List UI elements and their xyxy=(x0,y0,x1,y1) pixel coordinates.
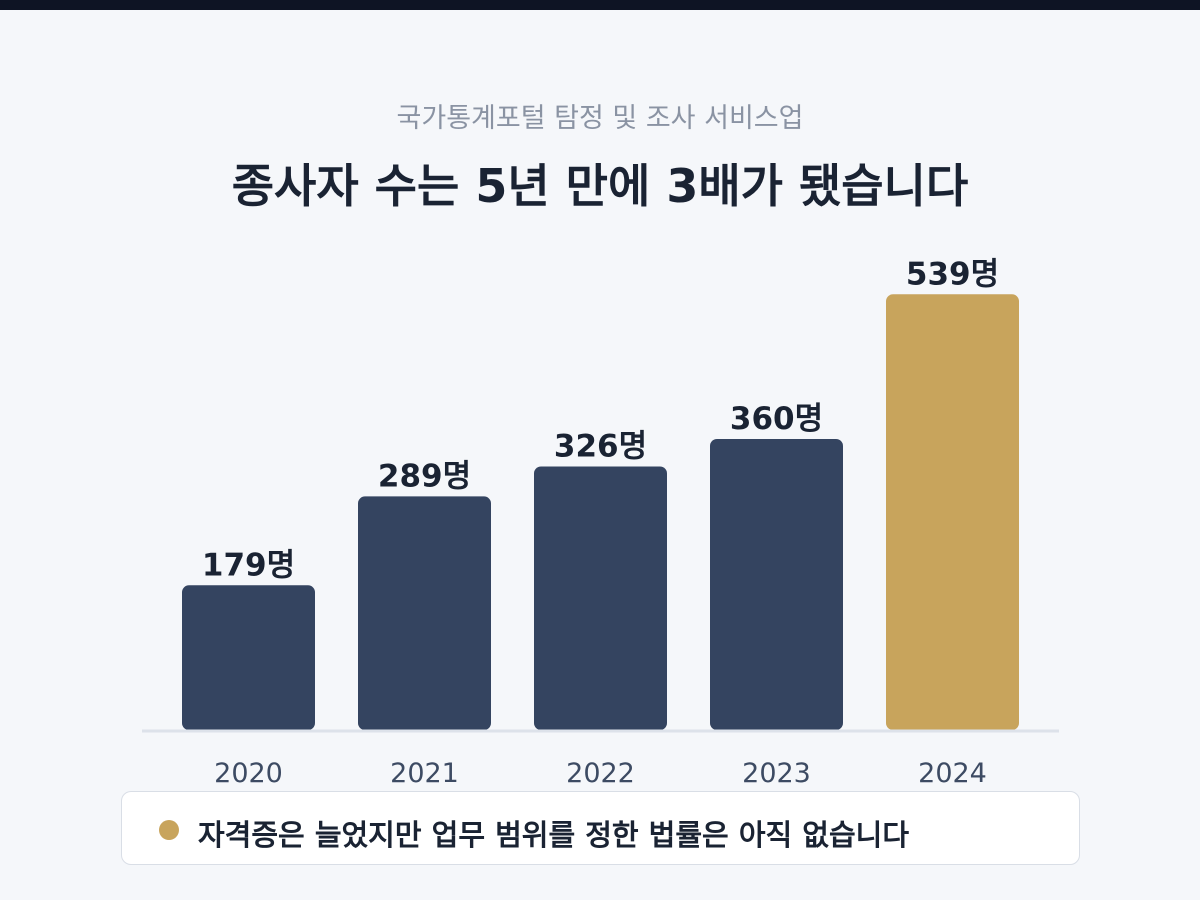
note-text: 자격증은 늘었지만 업무 범위를 정한 법률은 아직 없습니다 xyxy=(198,818,909,852)
data-label-2020: 179명 xyxy=(202,547,295,583)
x-tick-label-2023: 2023 xyxy=(742,758,811,789)
x-tick-label-2024: 2024 xyxy=(918,758,987,789)
data-label-2023: 360명 xyxy=(730,401,823,437)
note-box: 자격증은 늘었지만 업무 범위를 정한 법률은 아직 없습니다 xyxy=(121,791,1080,865)
note-bullet-dot xyxy=(159,820,179,840)
bar-2022 xyxy=(534,466,667,730)
bar-2020 xyxy=(182,585,315,730)
data-label-2022: 326명 xyxy=(554,428,647,464)
chart-subtitle: 국가통계포털 탐정 및 조사 서비스업 xyxy=(396,103,804,134)
x-tick-label-2022: 2022 xyxy=(566,758,635,789)
bar-2024 xyxy=(886,294,1019,730)
x-tick-label-2021: 2021 xyxy=(390,758,459,789)
bar-2023 xyxy=(710,439,843,730)
data-label-2024: 539명 xyxy=(906,256,999,292)
bar-2021 xyxy=(358,496,491,730)
chart-title: 종사자 수는 5년 만에 3배가 됐습니다 xyxy=(231,159,969,213)
top-strip xyxy=(0,0,1200,10)
data-label-2021: 289명 xyxy=(378,458,471,494)
x-tick-label-2020: 2020 xyxy=(214,758,283,789)
